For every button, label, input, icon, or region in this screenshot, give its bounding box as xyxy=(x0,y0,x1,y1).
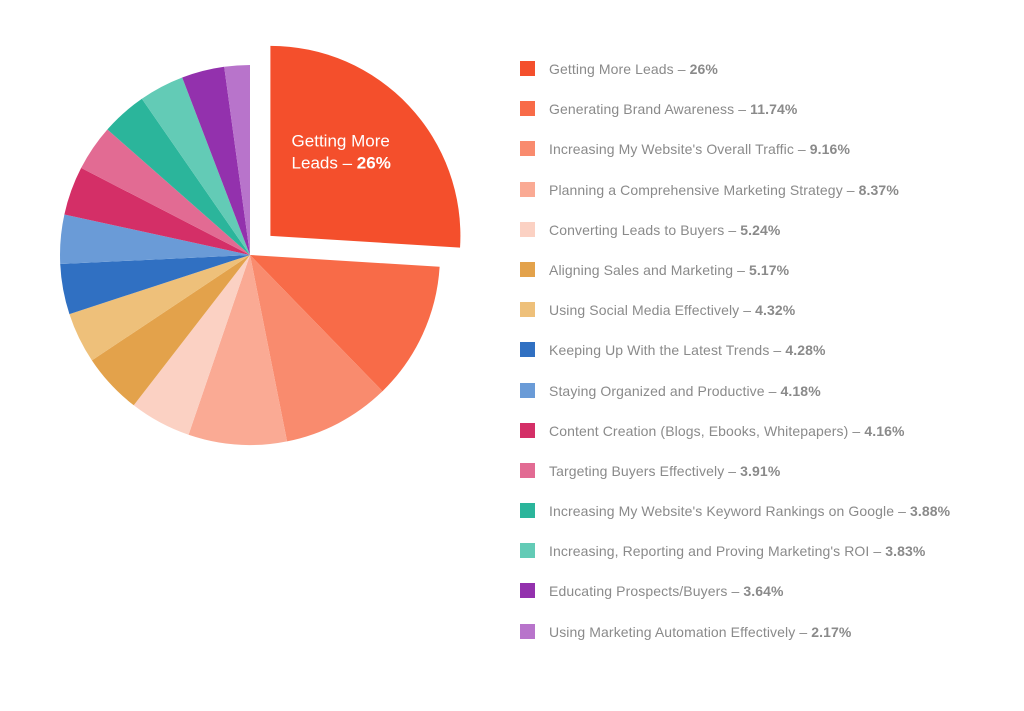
legend-item: Generating Brand Awareness – 11.74% xyxy=(520,100,1000,118)
legend-swatch xyxy=(520,423,535,438)
legend-swatch xyxy=(520,302,535,317)
legend-item: Targeting Buyers Effectively – 3.91% xyxy=(520,462,1000,480)
legend-label-text: Increasing My Website's Overall Traffic xyxy=(549,141,794,157)
legend-swatch xyxy=(520,61,535,76)
legend-label: Getting More Leads – 26% xyxy=(549,60,718,78)
legend-item: Using Marketing Automation Effectively –… xyxy=(520,623,1000,641)
legend-percent: 3.91% xyxy=(740,463,780,479)
legend-label-text: Using Social Media Effectively xyxy=(549,302,739,318)
legend-label: Content Creation (Blogs, Ebooks, Whitepa… xyxy=(549,422,905,440)
legend-label-text: Generating Brand Awareness xyxy=(549,101,734,117)
legend-swatch xyxy=(520,141,535,156)
legend-label: Increasing My Website's Overall Traffic … xyxy=(549,140,850,158)
legend-percent: 26% xyxy=(690,61,718,77)
legend-label-text: Targeting Buyers Effectively xyxy=(549,463,724,479)
legend-item: Increasing, Reporting and Proving Market… xyxy=(520,542,1000,560)
legend-label-text: Planning a Comprehensive Marketing Strat… xyxy=(549,182,843,198)
legend-item: Educating Prospects/Buyers – 3.64% xyxy=(520,582,1000,600)
legend-label-text: Staying Organized and Productive xyxy=(549,383,765,399)
legend-percent: 8.37% xyxy=(859,182,899,198)
legend-percent: 9.16% xyxy=(810,141,850,157)
legend-label-text: Content Creation (Blogs, Ebooks, Whitepa… xyxy=(549,423,848,439)
legend-label-text: Keeping Up With the Latest Trends xyxy=(549,342,769,358)
legend-label: Increasing My Website's Keyword Rankings… xyxy=(549,502,950,520)
legend-item: Using Social Media Effectively – 4.32% xyxy=(520,301,1000,319)
legend-item: Increasing My Website's Keyword Rankings… xyxy=(520,502,1000,520)
legend-swatch xyxy=(520,342,535,357)
legend-percent: 3.88% xyxy=(910,503,950,519)
legend-label-text: Using Marketing Automation Effectively xyxy=(549,624,795,640)
legend-item: Getting More Leads – 26% xyxy=(520,60,1000,78)
legend-swatch xyxy=(520,543,535,558)
legend-label: Using Marketing Automation Effectively –… xyxy=(549,623,851,641)
chart-container: Getting MoreLeads – 26% Getting More Lea… xyxy=(0,0,1024,711)
legend-percent: 2.17% xyxy=(811,624,851,640)
legend-swatch xyxy=(520,463,535,478)
legend-label-text: Educating Prospects/Buyers xyxy=(549,583,727,599)
legend-swatch xyxy=(520,262,535,277)
legend-item: Staying Organized and Productive – 4.18% xyxy=(520,382,1000,400)
legend-percent: 4.32% xyxy=(755,302,795,318)
legend-swatch xyxy=(520,624,535,639)
legend-label-text: Aligning Sales and Marketing xyxy=(549,262,733,278)
legend-item: Content Creation (Blogs, Ebooks, Whitepa… xyxy=(520,422,1000,440)
legend-label: Educating Prospects/Buyers – 3.64% xyxy=(549,582,784,600)
legend-swatch xyxy=(520,583,535,598)
legend: Getting More Leads – 26% Generating Brand… xyxy=(520,60,1000,663)
legend-percent: 3.64% xyxy=(743,583,783,599)
legend-label: Staying Organized and Productive – 4.18% xyxy=(549,382,821,400)
legend-label: Increasing, Reporting and Proving Market… xyxy=(549,542,925,560)
pie-chart: Getting MoreLeads – 26% xyxy=(55,60,445,450)
legend-swatch xyxy=(520,101,535,116)
legend-swatch xyxy=(520,222,535,237)
legend-label: Generating Brand Awareness – 11.74% xyxy=(549,100,797,118)
legend-label: Planning a Comprehensive Marketing Strat… xyxy=(549,181,899,199)
legend-label: Using Social Media Effectively – 4.32% xyxy=(549,301,795,319)
legend-percent: 5.17% xyxy=(749,262,789,278)
legend-item: Aligning Sales and Marketing – 5.17% xyxy=(520,261,1000,279)
legend-swatch xyxy=(520,503,535,518)
legend-percent: 4.18% xyxy=(781,383,821,399)
legend-item: Planning a Comprehensive Marketing Strat… xyxy=(520,181,1000,199)
legend-label: Aligning Sales and Marketing – 5.17% xyxy=(549,261,789,279)
legend-label: Keeping Up With the Latest Trends – 4.28… xyxy=(549,341,826,359)
legend-item: Keeping Up With the Latest Trends – 4.28… xyxy=(520,341,1000,359)
legend-item: Converting Leads to Buyers – 5.24% xyxy=(520,221,1000,239)
legend-swatch xyxy=(520,182,535,197)
legend-label: Converting Leads to Buyers – 5.24% xyxy=(549,221,780,239)
legend-label-text: Getting More Leads xyxy=(549,61,674,77)
legend-percent: 4.28% xyxy=(785,342,825,358)
legend-swatch xyxy=(520,383,535,398)
legend-percent: 5.24% xyxy=(740,222,780,238)
legend-label-text: Increasing, Reporting and Proving Market… xyxy=(549,543,869,559)
legend-item: Increasing My Website's Overall Traffic … xyxy=(520,140,1000,158)
legend-label-text: Converting Leads to Buyers xyxy=(549,222,724,238)
legend-percent: 11.74% xyxy=(750,101,797,117)
legend-label-text: Increasing My Website's Keyword Rankings… xyxy=(549,503,894,519)
legend-percent: 3.83% xyxy=(885,543,925,559)
legend-label: Targeting Buyers Effectively – 3.91% xyxy=(549,462,780,480)
legend-percent: 4.16% xyxy=(864,423,904,439)
